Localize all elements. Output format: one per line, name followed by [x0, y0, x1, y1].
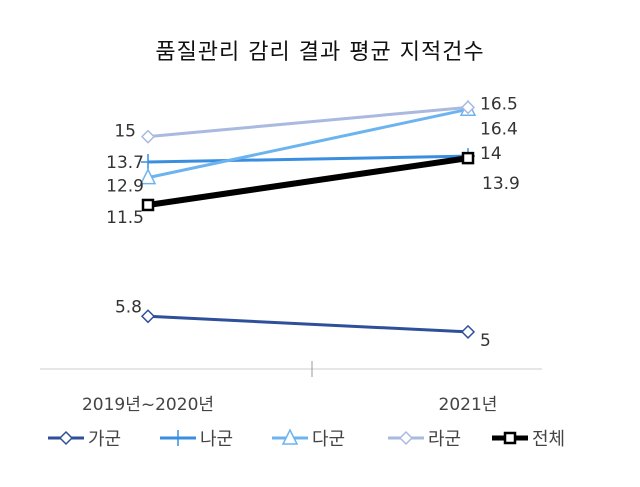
- series-line-나군: [147, 154, 469, 164]
- series-line-가군: [147, 314, 469, 334]
- legend-marker-가군: [58, 430, 74, 446]
- data-point-나군: [141, 154, 155, 171]
- data-label: 5: [480, 331, 491, 351]
- legend-marker-전체: [503, 431, 517, 445]
- data-point-가군: [140, 309, 156, 324]
- data-point-전체: [141, 198, 155, 212]
- data-point-라군: [140, 129, 156, 144]
- data-point-다군: [139, 167, 157, 185]
- data-label: 16.5: [480, 94, 518, 114]
- x-tick-label: 2019년~2020년: [82, 395, 214, 415]
- data-point-라군: [460, 100, 476, 115]
- legend-marker-다군: [281, 428, 299, 445]
- series-line-전체: [147, 155, 469, 208]
- legend-label: 전체: [532, 429, 565, 450]
- data-label: 13.7: [106, 153, 144, 173]
- data-point-가군: [460, 324, 476, 339]
- chart-title: 품질관리 감리 결과 평균 지적건수: [155, 40, 485, 65]
- series-line-라군: [147, 105, 469, 139]
- data-label: 5.8: [115, 297, 142, 317]
- data-label: 13.9: [482, 174, 520, 194]
- series-line-다군: [147, 107, 469, 180]
- legend-label: 라군: [428, 429, 461, 450]
- legend-label: 가군: [88, 429, 121, 450]
- legend-marker-라군: [398, 430, 414, 446]
- legend-label: 나군: [200, 429, 233, 450]
- data-label: 14: [480, 144, 502, 164]
- data-label: 16.4: [480, 119, 518, 139]
- data-label: 12.9: [106, 177, 144, 197]
- data-label: 11.5: [106, 208, 144, 228]
- legend-marker-나군: [171, 430, 185, 446]
- x-tick-label: 2021년: [439, 395, 498, 415]
- legend-label: 다군: [312, 429, 345, 450]
- data-label: 15: [114, 122, 136, 142]
- data-point-전체: [461, 151, 475, 165]
